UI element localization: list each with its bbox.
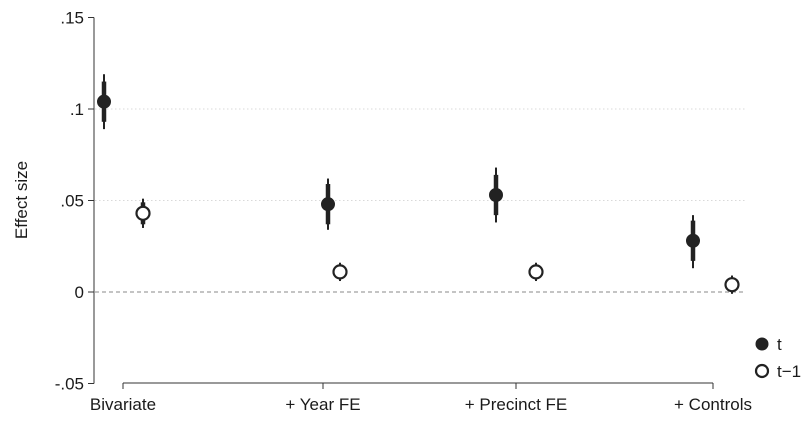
estimate-point-t-minus-1 <box>135 205 151 221</box>
legend: t t−1 <box>754 335 801 381</box>
data-marks <box>97 74 740 294</box>
gridlines <box>95 108 745 293</box>
legend-marker <box>755 337 769 351</box>
estimate-point-t <box>321 197 335 212</box>
estimate-point-t <box>97 94 111 109</box>
x-tick-label: + Precinct FE <box>465 395 568 414</box>
legend-label: t <box>777 335 782 354</box>
x-tick-label: + Year FE <box>285 395 360 414</box>
legend-marker <box>754 363 770 379</box>
estimate-point-t <box>686 233 700 248</box>
y-tick-label: -.05 <box>55 375 84 394</box>
x-tick-label: Bivariate <box>90 395 156 414</box>
y-tick-label: .1 <box>70 100 84 119</box>
legend-label: t−1 <box>777 362 801 381</box>
axes: -.05 0 .05 .1 .15 Bivariate + Year FE + Precinc… <box>55 9 752 415</box>
x-tick-label: + Controls <box>674 395 752 414</box>
estimate-point-t-minus-1 <box>528 264 544 280</box>
y-tick-label: .15 <box>60 9 84 28</box>
y-tick-label: 0 <box>75 283 84 302</box>
y-axis-title: Effect size <box>12 161 31 239</box>
estimate-point-t-minus-1 <box>724 277 740 293</box>
y-tick-label: .05 <box>60 192 84 211</box>
estimate-point-t-minus-1 <box>332 264 348 280</box>
estimate-point-t <box>489 188 503 203</box>
